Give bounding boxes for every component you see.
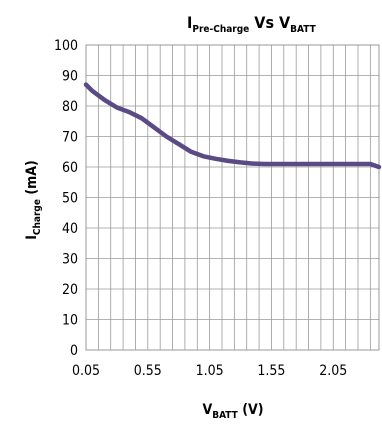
y-tick-labels: 0 10 20 30 40 50 60 70 80 90 100	[54, 38, 78, 359]
x-tick-labels: 0.05 0.55 1.05 1.55 2.05	[72, 363, 347, 379]
y-tick-label: 100	[54, 38, 78, 54]
ylabel-rest: (mA)	[24, 160, 40, 199]
xlabel-sub: BATT	[212, 410, 238, 421]
x-axis-title: VBATT (V)	[203, 402, 264, 421]
x-tick-label: 2.05	[319, 363, 347, 379]
y-tick-label: 0	[70, 343, 78, 359]
y-tick-label: 90	[62, 69, 78, 85]
xlabel-rest: (V)	[238, 402, 264, 418]
title-main: I	[187, 13, 192, 32]
chart-title: IPre-Charge Vs VBATT	[187, 13, 317, 35]
y-tick-label: 50	[62, 191, 78, 207]
title-sub: Pre-Charge	[192, 24, 249, 35]
xlabel-main: V	[203, 402, 213, 418]
ylabel-sub: Charge	[32, 199, 43, 235]
y-tick-label: 30	[62, 252, 78, 268]
ylabel-main: I	[24, 235, 40, 240]
title-sub2: BATT	[290, 24, 316, 35]
x-tick-label: 0.05	[72, 363, 100, 379]
y-tick-label: 60	[62, 160, 78, 176]
y-tick-label: 80	[62, 99, 78, 115]
grid	[85, 44, 379, 351]
x-tick-label: 0.55	[134, 363, 162, 379]
y-axis-title: ICharge (mA)	[24, 160, 43, 240]
y-tick-label: 10	[62, 313, 78, 329]
x-tick-label: 1.05	[196, 363, 224, 379]
x-tick-label: 1.55	[257, 363, 285, 379]
y-tick-label: 20	[62, 282, 78, 298]
y-tick-label: 70	[62, 130, 78, 146]
series-line-0	[83, 82, 382, 170]
y-tick-label: 40	[62, 221, 78, 237]
title-mid: Vs V	[249, 13, 291, 32]
series-group	[83, 82, 382, 170]
